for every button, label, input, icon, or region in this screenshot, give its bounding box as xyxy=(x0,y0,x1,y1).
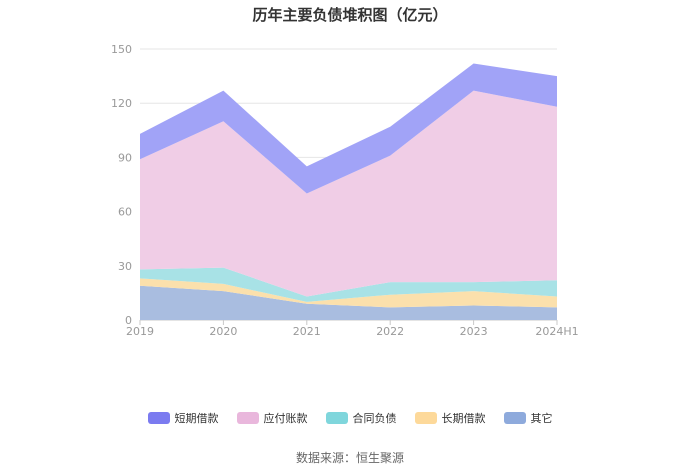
source-note: 数据来源：恒生聚源 xyxy=(295,451,404,465)
area-series-长期借款 xyxy=(140,278,557,308)
x-tick-label: 2020 xyxy=(209,325,237,338)
y-tick-label: 30 xyxy=(118,260,132,273)
legend-label: 其它 xyxy=(530,412,553,425)
y-tick-label: 90 xyxy=(118,151,132,164)
legend-label: 应付账款 xyxy=(263,412,308,425)
legend-swatch xyxy=(325,412,348,424)
y-tick-label: 0 xyxy=(125,314,132,327)
legend-swatch xyxy=(147,412,170,424)
area-series-合同负债 xyxy=(140,267,557,302)
x-tick-label: 2021 xyxy=(293,325,321,338)
area-series-短期借款 xyxy=(140,63,557,194)
legend-swatch xyxy=(503,412,526,424)
legend-swatch xyxy=(236,412,259,424)
legend: 短期借款 应付账款 合同负债 长期借款 其它 xyxy=(0,410,700,426)
axis-layer: 0 30 60 90 120 150 2019 2020 2021 2022 2023 2024H1 xyxy=(111,43,579,338)
legend-label: 短期借款 xyxy=(174,412,219,425)
legend-item[interactable]: 短期借款 xyxy=(147,410,219,426)
x-tick-label: 2019 xyxy=(126,325,154,338)
legend-label: 合同负债 xyxy=(352,412,397,425)
y-tick-label: 120 xyxy=(111,97,132,110)
y-tick-label: 150 xyxy=(111,43,132,56)
y-tick-label: 60 xyxy=(118,206,132,219)
legend-item[interactable]: 应付账款 xyxy=(236,410,308,426)
legend-label: 长期借款 xyxy=(441,412,486,425)
area-series-应付账款 xyxy=(140,90,557,297)
x-tick-label: 2023 xyxy=(460,325,488,338)
x-tick-label: 2024H1 xyxy=(535,325,578,338)
legend-swatch xyxy=(414,412,437,424)
area-layer xyxy=(140,63,557,320)
x-tick-label: 2022 xyxy=(376,325,404,338)
area-series-其它 xyxy=(140,285,557,320)
legend-item[interactable]: 合同负债 xyxy=(325,410,397,426)
chart-title: 历年主要负债堆积图（亿元） xyxy=(252,6,448,24)
legend-item[interactable]: 其它 xyxy=(503,410,553,426)
legend-item[interactable]: 长期借款 xyxy=(414,410,486,426)
